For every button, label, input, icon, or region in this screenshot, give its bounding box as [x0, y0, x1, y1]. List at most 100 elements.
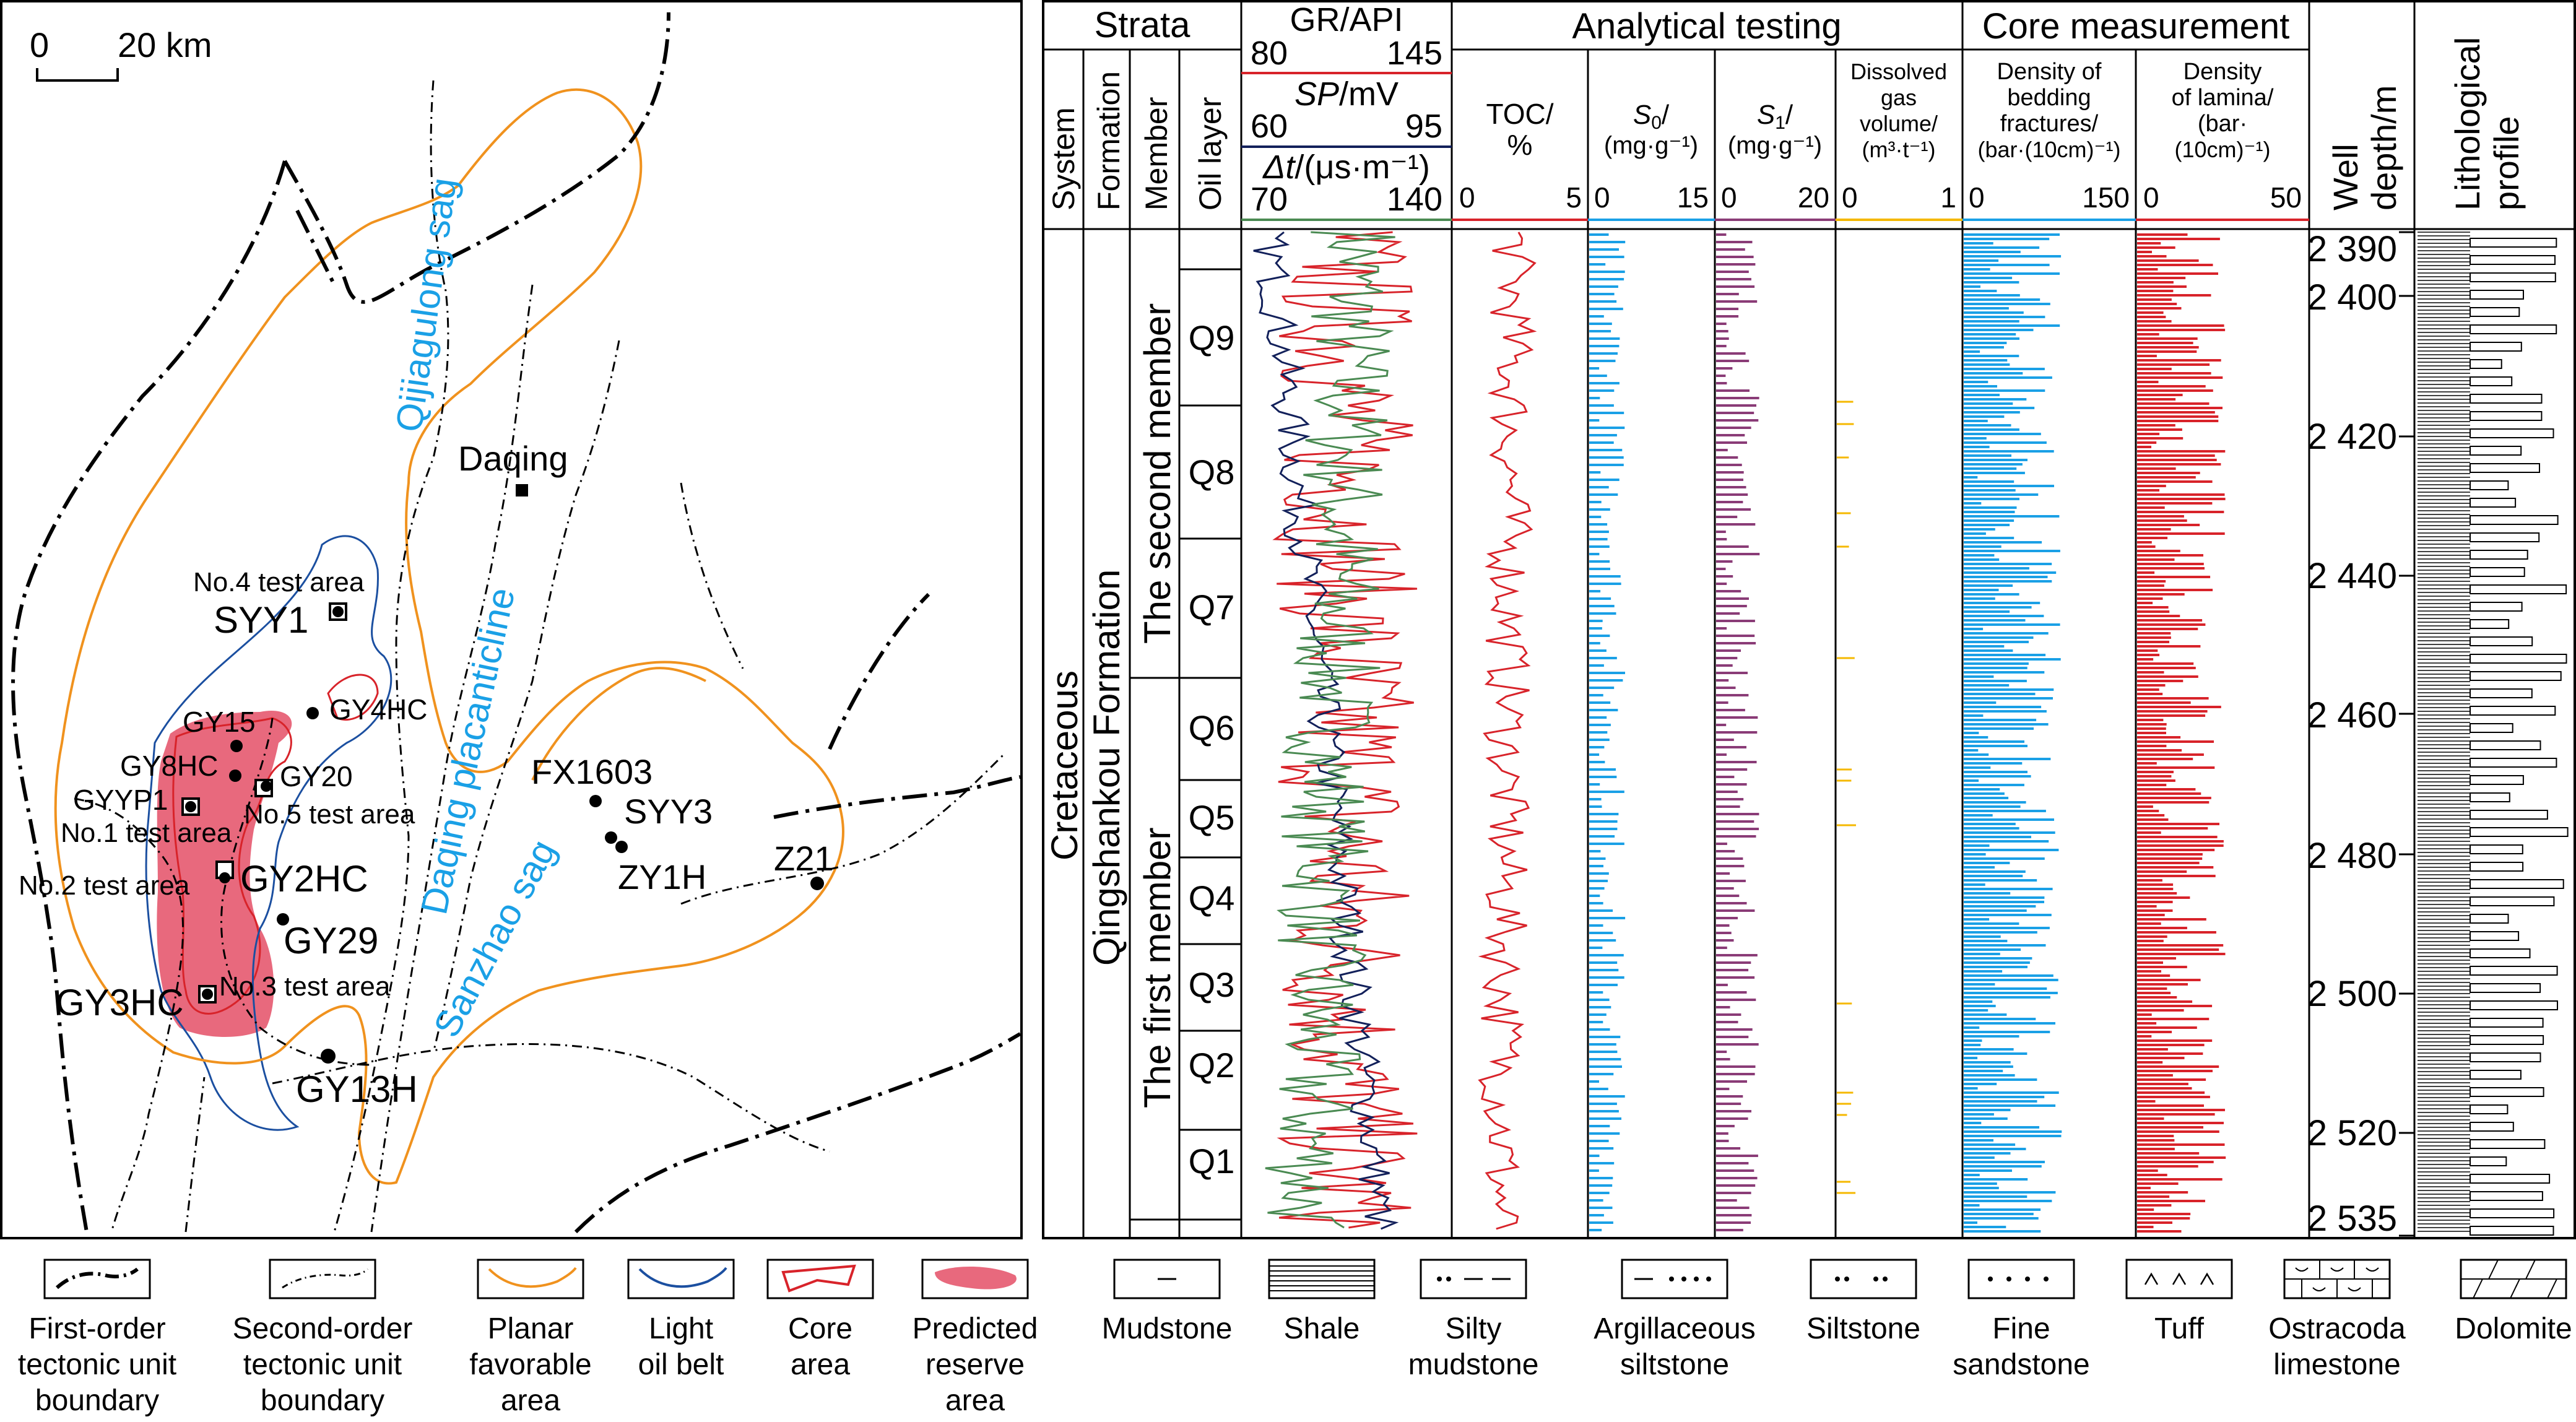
lamina-bars: [2137, 233, 2226, 1233]
well-label-gy2hc: GY2HC: [240, 858, 368, 900]
lith-bed: [2470, 238, 2557, 248]
depth-title-2: depth/m: [2364, 85, 2403, 210]
first-order-boundary-east: [773, 775, 1021, 819]
legend-fine-sandstone-1: Fine: [1992, 1312, 2050, 1345]
well-dot-fx1603: [589, 795, 602, 807]
lith-bed: [2470, 775, 2524, 785]
system-cretaceous: Cretaceous: [1044, 670, 1085, 861]
bedding-label-3: fractures/: [2000, 111, 2099, 137]
city-label-daqing: Daqing: [458, 439, 568, 478]
map-frame: [0, 0, 1023, 1239]
lith-bed: [2470, 758, 2557, 768]
lith-bed: [2470, 844, 2523, 854]
lith-bed: [2470, 290, 2524, 300]
oil-layer-labels: Q9 Q8 Q7 Q6 Q5 Q4 Q3 Q2 Q1: [1189, 318, 1235, 1181]
dt-min: 70: [1251, 181, 1288, 218]
lith-bed: [2470, 1226, 2554, 1236]
bedding-bars: [1964, 233, 2062, 1233]
lith-bed: [2470, 550, 2528, 560]
lith-bed: [2470, 515, 2559, 525]
dt-max: 140: [1387, 181, 1442, 218]
lith-bed: [2470, 324, 2557, 334]
test-area-label-no1: No.1 test area: [61, 818, 232, 848]
depth-2400: 2 400: [2307, 277, 2397, 318]
lith-bed: [2470, 463, 2540, 473]
lith-bed: [2470, 914, 2509, 924]
s1-min: 0: [1721, 181, 1737, 214]
member-first: The first member: [1137, 828, 1178, 1108]
planar-favorable-area: [54, 88, 844, 1185]
log-frame: [1042, 0, 2576, 1239]
legend-tuff: Tuff: [2154, 1312, 2205, 1345]
test-area-label-no5: No.5 test area: [244, 799, 415, 830]
lith-bed: [2470, 498, 2517, 508]
well-label-z21: Z21: [774, 839, 834, 878]
core-area-outline-small: [327, 674, 379, 721]
s0-label-sub: 0: [1651, 113, 1662, 133]
analytical-title: Analytical testing: [1572, 6, 1841, 46]
depth-2535: 2 535: [2307, 1199, 2397, 1239]
depth-2520: 2 520: [2307, 1113, 2397, 1153]
oil-layer-q8: Q8: [1189, 453, 1235, 492]
toc-min: 0: [1459, 181, 1475, 214]
lith-bed: [2470, 342, 2522, 352]
sp-label: SP/mV: [1295, 76, 1399, 113]
bedding-label-2: bedding: [2007, 85, 2091, 111]
legend-symbol-second-order: [282, 1268, 369, 1289]
s1-bars: [1716, 233, 1760, 1231]
gas-max: 1: [1940, 181, 1956, 214]
first-order-boundary-north-branch: [295, 209, 336, 286]
scale-bar: [36, 68, 119, 82]
well-labels: SYY1 GY4HC GY15 GY8HC GY20 GYYP1 GY2HC G…: [56, 599, 834, 1110]
legend-symbol-predicted: [935, 1266, 1017, 1290]
legend-siltstone: Siltstone: [1806, 1312, 1920, 1345]
lith-bed: [2470, 446, 2522, 456]
gas-min: 0: [1842, 181, 1858, 214]
well-label-zy1h: ZY1H: [618, 857, 706, 896]
lith-bed: [2470, 1018, 2544, 1028]
legend-symbol-tuff: [2144, 1272, 2214, 1285]
s0-label-1: S0/: [1633, 100, 1670, 133]
lith-bed: [2470, 1191, 2543, 1201]
depth-2390: 2 390: [2307, 229, 2397, 269]
well-label-gy4hc: GY4HC: [329, 693, 427, 726]
legend-box-siltstone: [1810, 1259, 1917, 1299]
lith-bed: [2470, 584, 2567, 594]
legend-second-order-2: tectonic unit: [243, 1348, 402, 1381]
legend-symbol-light-oil: [638, 1267, 727, 1288]
well-label-gy13h: GY13H: [296, 1069, 418, 1110]
lith-bed: [2470, 1156, 2507, 1166]
lith-bed: [2470, 428, 2554, 438]
legend-planar-1: Planar: [488, 1312, 574, 1345]
second-order-boundary-5: [220, 718, 372, 1066]
well-dot-gy20: [261, 781, 272, 792]
second-order-boundary-7: [680, 754, 1004, 905]
lith-bed: [2470, 1035, 2544, 1045]
lith-bed: [2470, 879, 2564, 889]
legend-symbol-siltstone: [1835, 1277, 1888, 1281]
oil-layer-q3: Q3: [1189, 965, 1235, 1004]
first-order-boundary-north: [283, 12, 670, 304]
col-oil-layer: Oil layer: [1193, 97, 1228, 210]
scale-label-end: 20 km: [118, 25, 212, 64]
legend-symbol-silty-mudstone: [1437, 1277, 1511, 1281]
legend-box-first-order: [43, 1259, 151, 1299]
lith-bed: [2470, 827, 2569, 837]
lith-bed: [2470, 1122, 2514, 1132]
lith-title-1: Lithological: [2448, 37, 2487, 210]
well-dot-gy2hc: [219, 872, 230, 883]
dt-label: Δt/(μs·m⁻¹): [1262, 149, 1430, 186]
legend-second-order-1: Second-order: [233, 1312, 413, 1345]
toc-curve: [1478, 232, 1537, 1230]
lith-bed: [2470, 1000, 2558, 1010]
second-order-boundary-9: [184, 1077, 206, 1233]
legend-ostracoda-1: Ostracoda: [2268, 1312, 2406, 1345]
s1-label-sym: S: [1757, 100, 1775, 130]
legend-symbol-planar: [488, 1267, 577, 1288]
gr-curve: [1272, 231, 1418, 1229]
s1-max: 20: [1798, 181, 1829, 214]
lithological-column: [2418, 232, 2569, 1236]
lith-bed: [2470, 810, 2548, 820]
gr-min: 80: [1251, 35, 1288, 72]
well-log-panel: Strata System Formation Member Oil layer…: [1042, 0, 2576, 1239]
